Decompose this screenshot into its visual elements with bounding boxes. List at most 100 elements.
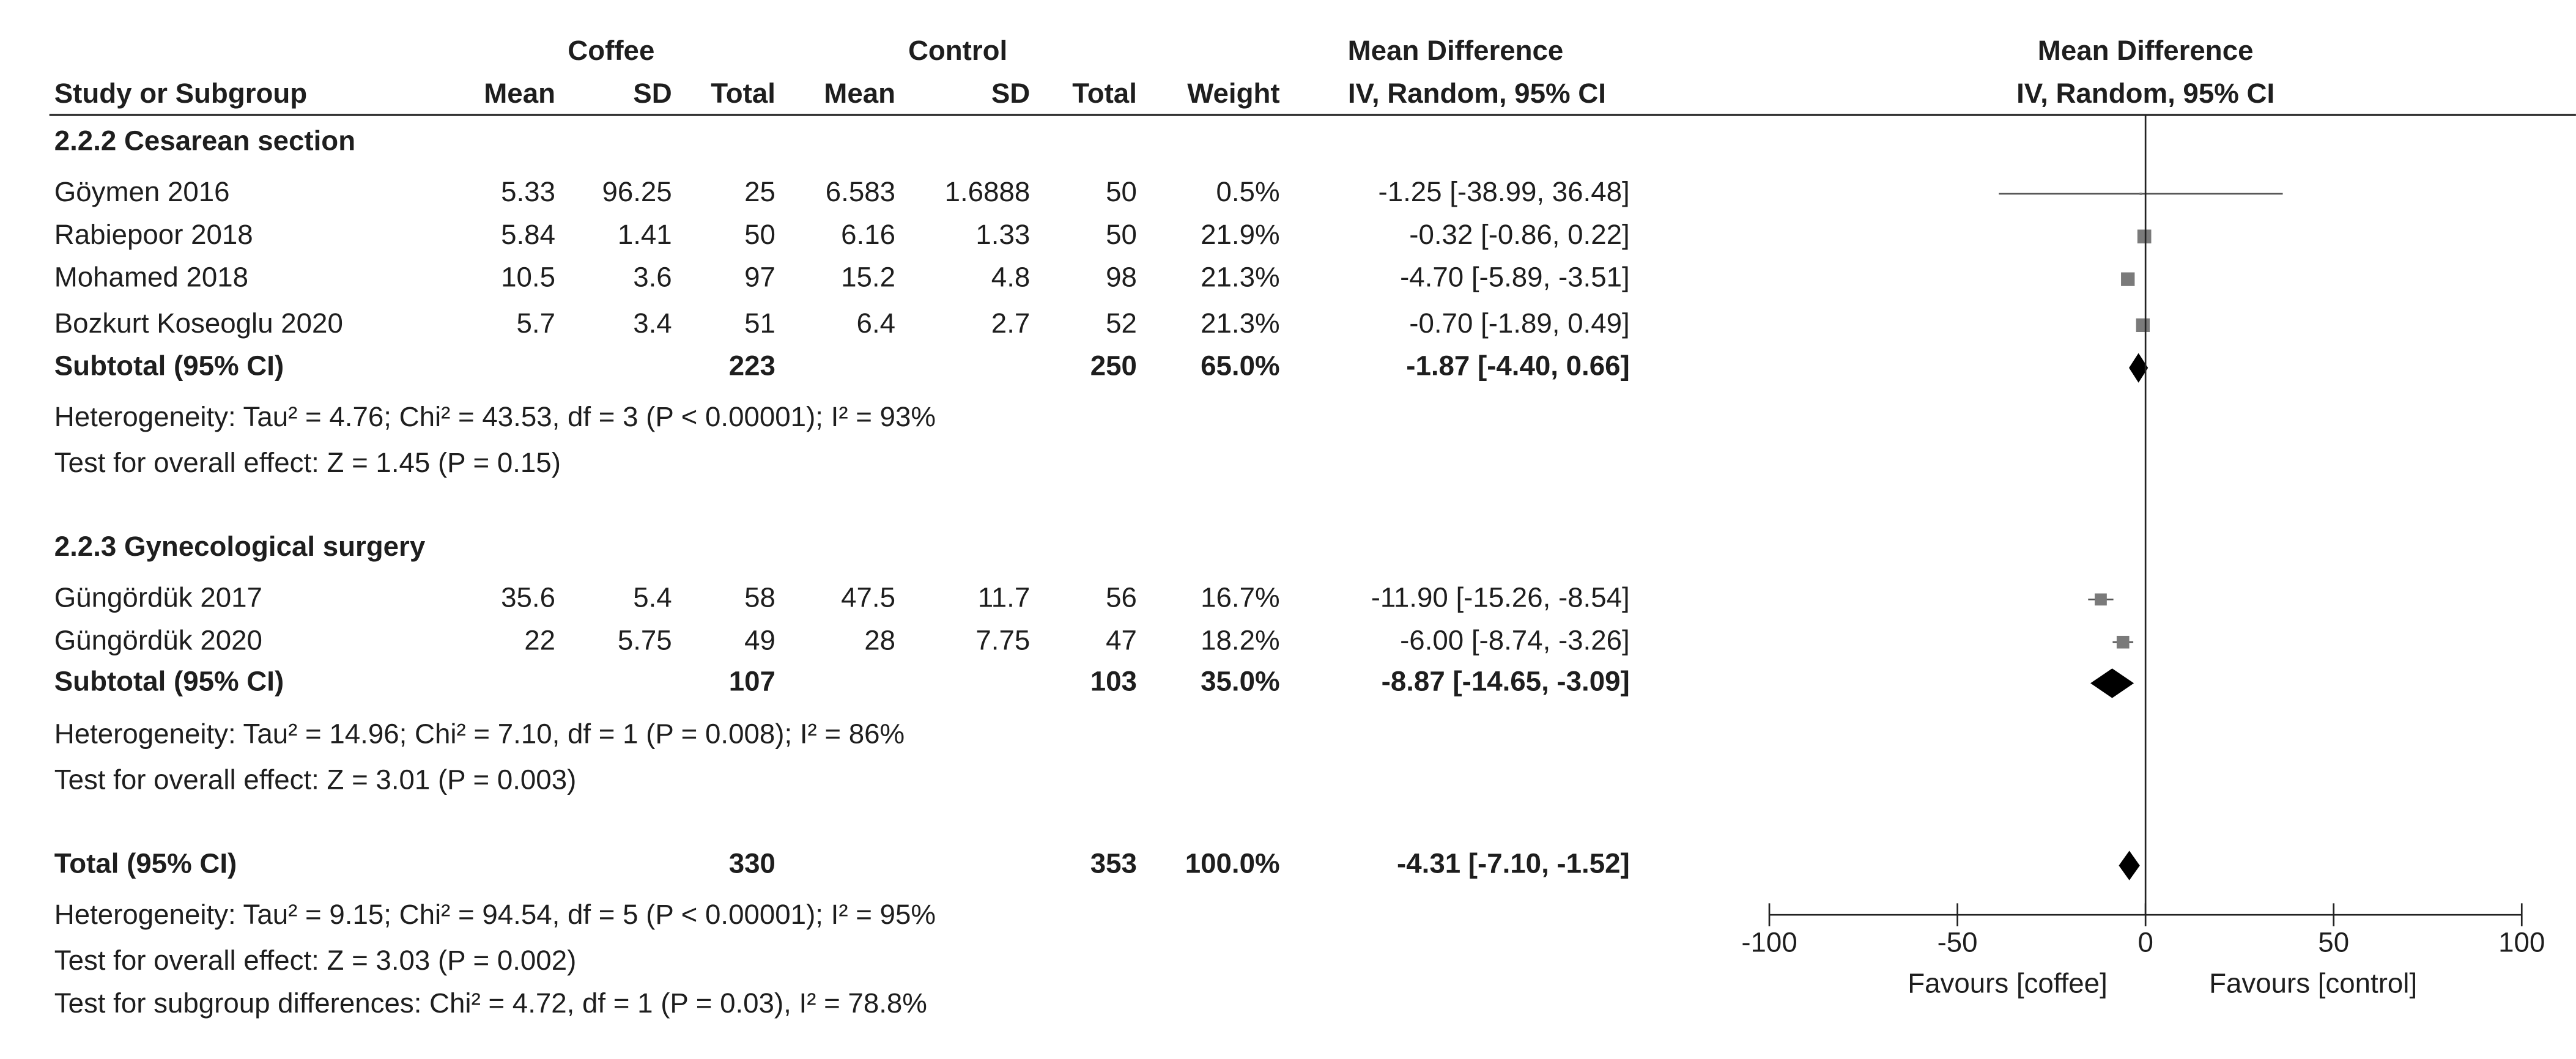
- study-cell: 5.84: [501, 219, 555, 250]
- column-header: SD: [991, 78, 1030, 109]
- diamond: [2090, 668, 2134, 698]
- study-name: Güngördük 2020: [54, 624, 262, 655]
- summary-ci: -8.87 [-14.65, -3.09]: [1382, 665, 1630, 696]
- note: Heterogeneity: Tau² = 9.15; Chi² = 94.54…: [54, 899, 936, 930]
- note: Heterogeneity: Tau² = 4.76; Chi² = 43.53…: [54, 401, 936, 432]
- study-cell: 3.4: [633, 308, 672, 339]
- subgroup-title: 2.2.3 Gynecological surgery: [54, 531, 426, 562]
- summary-label: Subtotal (95% CI): [54, 665, 284, 696]
- study-cell: 50: [1106, 219, 1137, 250]
- study-cell: 6.4: [857, 308, 895, 339]
- study-square: [2116, 635, 2130, 649]
- study-cell: 58: [744, 581, 775, 613]
- study-cell: 98: [1106, 262, 1137, 293]
- note: Test for overall effect: Z = 3.01 (P = 0…: [54, 764, 577, 795]
- study-cell: 35.6: [501, 581, 555, 613]
- study-square: [2139, 192, 2142, 195]
- study-cell: 97: [744, 262, 775, 293]
- study-cell: 11.7: [978, 581, 1030, 613]
- study-cell: 49: [744, 624, 775, 655]
- column-header: Study or Subgroup: [54, 78, 307, 109]
- note: Test for overall effect: Z = 3.03 (P = 0…: [54, 945, 577, 976]
- study-square: [2136, 318, 2150, 333]
- study-cell: 6.16: [841, 219, 895, 250]
- study-cell: 4.8: [991, 262, 1030, 293]
- study-cell: 1.33: [975, 219, 1030, 250]
- study-cell: 21.9%: [1201, 219, 1279, 250]
- subgroup-title: 2.2.2 Cesarean section: [54, 125, 355, 157]
- favours-label: Favours [coffee]: [1908, 968, 2108, 999]
- column-header: Mean: [824, 78, 895, 109]
- note: Heterogeneity: Tau² = 14.96; Chi² = 7.10…: [54, 718, 905, 749]
- column-header: Weight: [1187, 78, 1279, 109]
- study-cell: 52: [1106, 308, 1137, 339]
- study-ci: -0.70 [-1.89, 0.49]: [1409, 308, 1629, 339]
- study-square: [2121, 272, 2135, 286]
- study-cell: 2.7: [991, 308, 1030, 339]
- study-ci: -0.32 [-0.86, 0.22]: [1409, 219, 1629, 250]
- study-name: Rabiepoor 2018: [54, 219, 253, 250]
- summary-weight: 65.0%: [1201, 350, 1279, 382]
- summary-ci: -4.31 [-7.10, -1.52]: [1397, 848, 1630, 879]
- study-cell: 5.75: [618, 624, 672, 655]
- x-tick-label: -100: [1741, 927, 1797, 958]
- study-cell: 16.7%: [1201, 581, 1279, 613]
- study-ci: -11.90 [-15.26, -8.54]: [1371, 581, 1630, 613]
- study-cell: 96.25: [602, 176, 672, 207]
- x-tick-label: 0: [2137, 927, 2153, 958]
- note: Test for subgroup differences: Chi² = 4.…: [54, 987, 927, 1019]
- study-cell: 18.2%: [1201, 624, 1279, 655]
- md-header: Mean Difference: [1348, 35, 1564, 66]
- summary-total: 353: [1090, 848, 1137, 879]
- study-cell: 47: [1106, 624, 1137, 655]
- study-cell: 7.75: [975, 624, 1030, 655]
- study-name: Güngördük 2017: [54, 581, 262, 613]
- study-cell: 56: [1106, 581, 1137, 613]
- column-header: SD: [633, 78, 672, 109]
- md-method: IV, Random, 95% CI: [1348, 78, 1606, 109]
- study-cell: 28: [864, 624, 895, 655]
- study-cell: 22: [524, 624, 555, 655]
- plot-header: Mean Difference: [2038, 35, 2254, 66]
- study-name: Mohamed 2018: [54, 262, 248, 293]
- x-tick-label: 100: [2498, 927, 2545, 958]
- study-ci: -4.70 [-5.89, -3.51]: [1400, 262, 1630, 293]
- study-cell: 15.2: [841, 262, 895, 293]
- study-square: [2137, 229, 2152, 244]
- column-header: Mean: [484, 78, 555, 109]
- x-tick-label: 50: [2318, 927, 2349, 958]
- study-cell: 21.3%: [1201, 262, 1279, 293]
- column-header: Total: [711, 78, 775, 109]
- study-cell: 47.5: [841, 581, 895, 613]
- diamond: [2119, 851, 2140, 880]
- group-header: Coffee: [568, 35, 654, 66]
- study-name: Göymen 2016: [54, 176, 230, 207]
- favours-label: Favours [control]: [2209, 968, 2417, 999]
- summary-label: Total (95% CI): [54, 848, 237, 879]
- x-tick-label: -50: [1938, 927, 1978, 958]
- summary-total: 223: [729, 350, 775, 382]
- group-header: Control: [908, 35, 1007, 66]
- study-cell: 21.3%: [1201, 308, 1279, 339]
- study-ci: -6.00 [-8.74, -3.26]: [1400, 624, 1630, 655]
- study-cell: 1.41: [618, 219, 672, 250]
- summary-total: 103: [1090, 665, 1137, 696]
- study-cell: 50: [1106, 176, 1137, 207]
- note: Test for overall effect: Z = 1.45 (P = 0…: [54, 447, 561, 478]
- study-cell: 5.7: [517, 308, 555, 339]
- summary-total: 107: [729, 665, 775, 696]
- summary-label: Subtotal (95% CI): [54, 350, 284, 382]
- summary-ci: -1.87 [-4.40, 0.66]: [1406, 350, 1629, 382]
- study-cell: 3.6: [633, 262, 672, 293]
- study-ci: -1.25 [-38.99, 36.48]: [1379, 176, 1630, 207]
- summary-weight: 35.0%: [1201, 665, 1279, 696]
- study-cell: 0.5%: [1216, 176, 1279, 207]
- study-cell: 50: [744, 219, 775, 250]
- study-cell: 6.583: [826, 176, 895, 207]
- study-cell: 5.4: [633, 581, 672, 613]
- study-cell: 1.6888: [945, 176, 1031, 207]
- plot-method: IV, Random, 95% CI: [2016, 78, 2274, 109]
- study-cell: 25: [744, 176, 775, 207]
